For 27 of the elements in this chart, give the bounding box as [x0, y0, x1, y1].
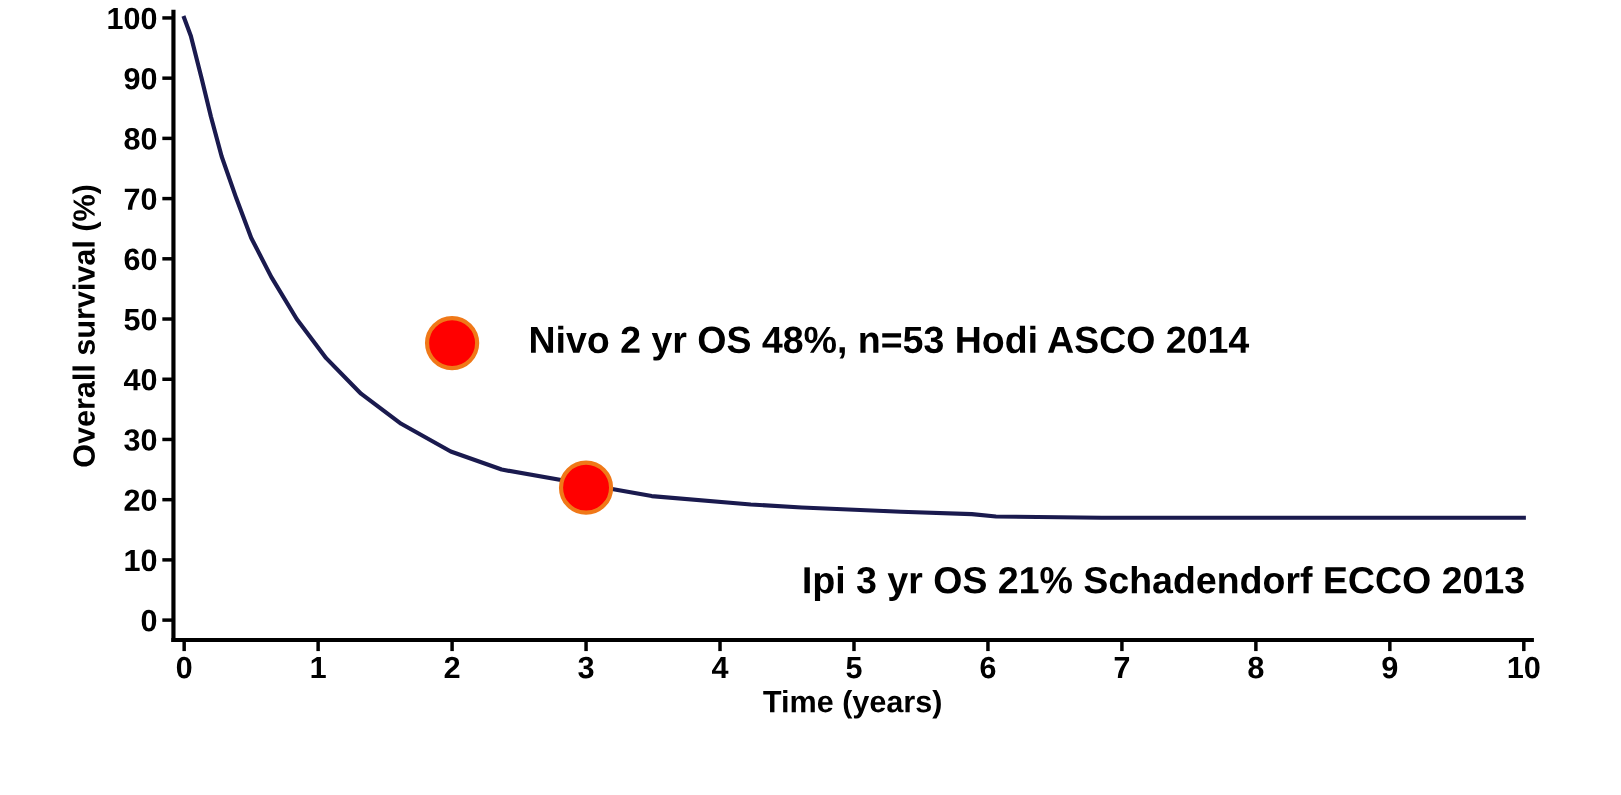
y-tick-label: 0 [141, 609, 157, 632]
y-tick-label: 30 [124, 429, 157, 451]
y-axis-title: Overall survival (%) [72, 185, 101, 467]
x-axis-title: Time (years) [763, 689, 941, 719]
y-tick-label: 50 [124, 308, 157, 331]
annotation: Ipi 3 yr OS 21% Schadendorf ECCO 2013 [804, 565, 1524, 601]
x-tick-label: 1 [311, 657, 326, 679]
y-tick-label: 60 [124, 248, 157, 271]
x-tick-label: 5 [846, 657, 862, 679]
x-tick-label: 0 [176, 656, 192, 679]
x-tick-label: 2 [444, 656, 460, 679]
x-tick-label: 9 [1382, 656, 1398, 679]
y-tick-label: 100 [108, 7, 157, 30]
x-tick-label: 8 [1248, 656, 1264, 679]
y-tick-label: 90 [124, 67, 157, 90]
line-series [182, 15, 1526, 520]
y-tick-label: 70 [124, 188, 157, 210]
x-tick-label: 6 [980, 656, 996, 679]
y-tick-label: 80 [124, 128, 157, 150]
x-tick-label: 7 [1114, 657, 1130, 679]
y-tick-label: 10 [125, 549, 157, 572]
x-tick-label: 3 [578, 656, 594, 679]
y-tick-label: 20 [124, 489, 157, 512]
x-tick-label: 4 [711, 657, 729, 679]
y-tick-label: 40 [123, 368, 157, 391]
annotation: Nivo 2 yr OS 48%, n=53 Hodi ASCO 2014 [530, 325, 1250, 361]
x-tick-label: 10 [1508, 656, 1540, 679]
